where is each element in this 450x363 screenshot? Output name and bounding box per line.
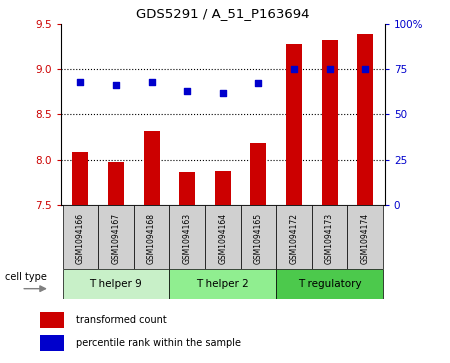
Text: cell type: cell type [5,272,47,282]
Bar [144,131,160,205]
Text: GSM1094164: GSM1094164 [218,213,227,264]
Point [77,79,84,85]
Text: percentile rank within the sample: percentile rank within the sample [76,338,241,348]
Bar [276,269,383,299]
Text: GSM1094174: GSM1094174 [360,213,369,264]
Text: GSM1094166: GSM1094166 [76,213,85,264]
Bar [215,171,231,205]
Point [184,88,191,94]
Bar [40,335,64,351]
Bar [98,205,134,269]
Text: GSM1094172: GSM1094172 [289,213,298,264]
Point [112,82,120,88]
Text: GSM1094163: GSM1094163 [183,213,192,264]
Point [361,66,369,72]
Point [326,66,333,72]
Point [290,66,297,72]
Text: GSM1094173: GSM1094173 [325,213,334,264]
Bar [169,269,276,299]
Bar [63,269,169,299]
Point [255,81,262,86]
Text: GSM1094168: GSM1094168 [147,213,156,264]
Bar [250,143,266,205]
Bar [40,312,64,329]
Bar [108,162,124,205]
Text: transformed count: transformed count [76,315,166,325]
Text: GSM1094167: GSM1094167 [112,213,121,264]
Bar [72,152,88,205]
Bar [169,205,205,269]
Point [148,79,155,85]
Text: T helper 9: T helper 9 [90,279,142,289]
Bar [134,205,169,269]
Title: GDS5291 / A_51_P163694: GDS5291 / A_51_P163694 [136,7,310,20]
Bar [63,205,98,269]
Bar [322,40,338,205]
Bar [347,205,383,269]
Text: T helper 2: T helper 2 [196,279,249,289]
Bar [286,44,302,205]
Point [219,90,226,95]
Bar [205,205,241,269]
Bar [241,205,276,269]
Bar [276,205,312,269]
Bar [312,205,347,269]
Text: GSM1094165: GSM1094165 [254,213,263,264]
Bar [357,34,373,205]
Text: T regulatory: T regulatory [298,279,361,289]
Bar [179,172,195,205]
